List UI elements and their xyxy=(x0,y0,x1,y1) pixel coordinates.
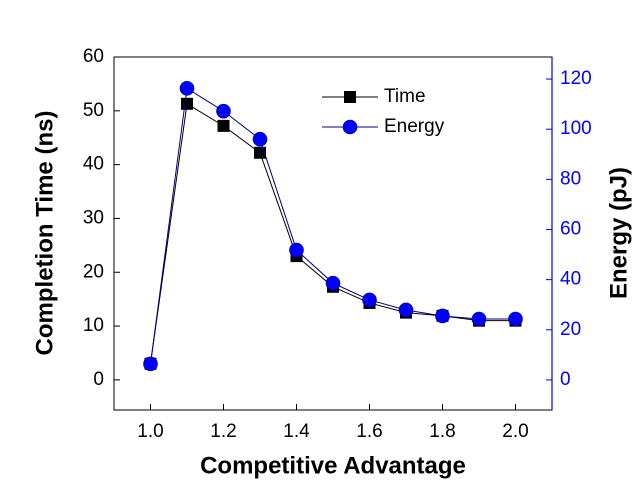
y-tick-label: 40 xyxy=(83,154,104,175)
marker xyxy=(181,97,193,110)
marker xyxy=(471,311,487,327)
legend-marker xyxy=(342,119,358,135)
y-tick-label: 0 xyxy=(93,369,104,390)
y-tick-label: 60 xyxy=(83,46,104,67)
y2-tick-label: 0 xyxy=(560,369,571,390)
legend-marker xyxy=(344,91,356,103)
x-tick-label: 2.0 xyxy=(502,421,528,442)
series-line xyxy=(150,102,516,364)
marker xyxy=(398,302,414,318)
y-axis-label: Completion Time (ns) xyxy=(31,111,58,356)
marker xyxy=(362,292,377,308)
y2-tick-label: 40 xyxy=(560,269,581,290)
marker xyxy=(216,103,231,119)
x-tick-label: 1.8 xyxy=(429,421,455,442)
marker xyxy=(217,119,230,132)
y-tick-label: 20 xyxy=(83,261,104,282)
marker xyxy=(179,81,195,96)
marker xyxy=(289,242,304,258)
y2-axis-label: Energy (pJ) xyxy=(605,167,632,299)
y2-tick-label: 100 xyxy=(560,118,592,139)
y2-tick-label: 120 xyxy=(560,68,592,89)
plot-frame xyxy=(113,56,553,411)
x-axis-label: Competitive Advantage xyxy=(200,452,466,479)
y2-tick-label: 80 xyxy=(560,168,581,189)
x-tick-label: 1.4 xyxy=(283,421,310,442)
marker xyxy=(435,308,450,324)
marker xyxy=(252,131,268,147)
y2-tick-label: 20 xyxy=(560,319,581,340)
x-tick-label: 1.6 xyxy=(356,421,382,442)
y2-tick-label: 60 xyxy=(560,219,581,240)
y-tick-label: 50 xyxy=(83,100,104,121)
marker xyxy=(143,356,158,372)
y-tick-label: 30 xyxy=(83,207,104,228)
series-line xyxy=(150,87,516,364)
legend-label: Energy xyxy=(384,116,445,137)
x-tick-label: 1.0 xyxy=(137,421,163,442)
x-tick-label: 1.2 xyxy=(210,421,236,442)
marker xyxy=(325,275,341,291)
y-tick-label: 10 xyxy=(83,315,104,336)
legend-label: Time xyxy=(384,86,426,107)
marker xyxy=(508,311,523,327)
